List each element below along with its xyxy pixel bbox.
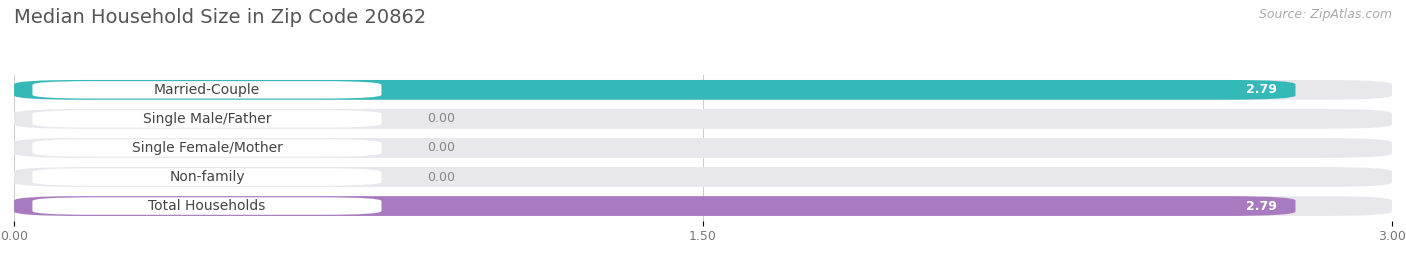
FancyBboxPatch shape xyxy=(32,110,381,128)
Text: 0.00: 0.00 xyxy=(427,141,456,154)
FancyBboxPatch shape xyxy=(32,81,381,98)
FancyBboxPatch shape xyxy=(32,168,381,186)
FancyBboxPatch shape xyxy=(14,80,1295,100)
Text: Single Female/Mother: Single Female/Mother xyxy=(132,141,283,155)
FancyBboxPatch shape xyxy=(32,139,381,157)
Text: 0.00: 0.00 xyxy=(427,171,456,183)
FancyBboxPatch shape xyxy=(14,196,1392,216)
Text: 2.79: 2.79 xyxy=(1246,200,1277,213)
Text: Married-Couple: Married-Couple xyxy=(153,83,260,97)
Text: 0.00: 0.00 xyxy=(427,112,456,125)
Text: 2.79: 2.79 xyxy=(1246,83,1277,96)
FancyBboxPatch shape xyxy=(14,80,1392,100)
FancyBboxPatch shape xyxy=(32,197,381,215)
Text: Non-family: Non-family xyxy=(169,170,245,184)
FancyBboxPatch shape xyxy=(14,109,1392,129)
Text: Total Households: Total Households xyxy=(148,199,266,213)
Text: Median Household Size in Zip Code 20862: Median Household Size in Zip Code 20862 xyxy=(14,8,426,27)
Text: Single Male/Father: Single Male/Father xyxy=(143,112,271,126)
FancyBboxPatch shape xyxy=(14,167,1392,187)
FancyBboxPatch shape xyxy=(14,196,1295,216)
Text: Source: ZipAtlas.com: Source: ZipAtlas.com xyxy=(1258,8,1392,21)
FancyBboxPatch shape xyxy=(14,138,1392,158)
